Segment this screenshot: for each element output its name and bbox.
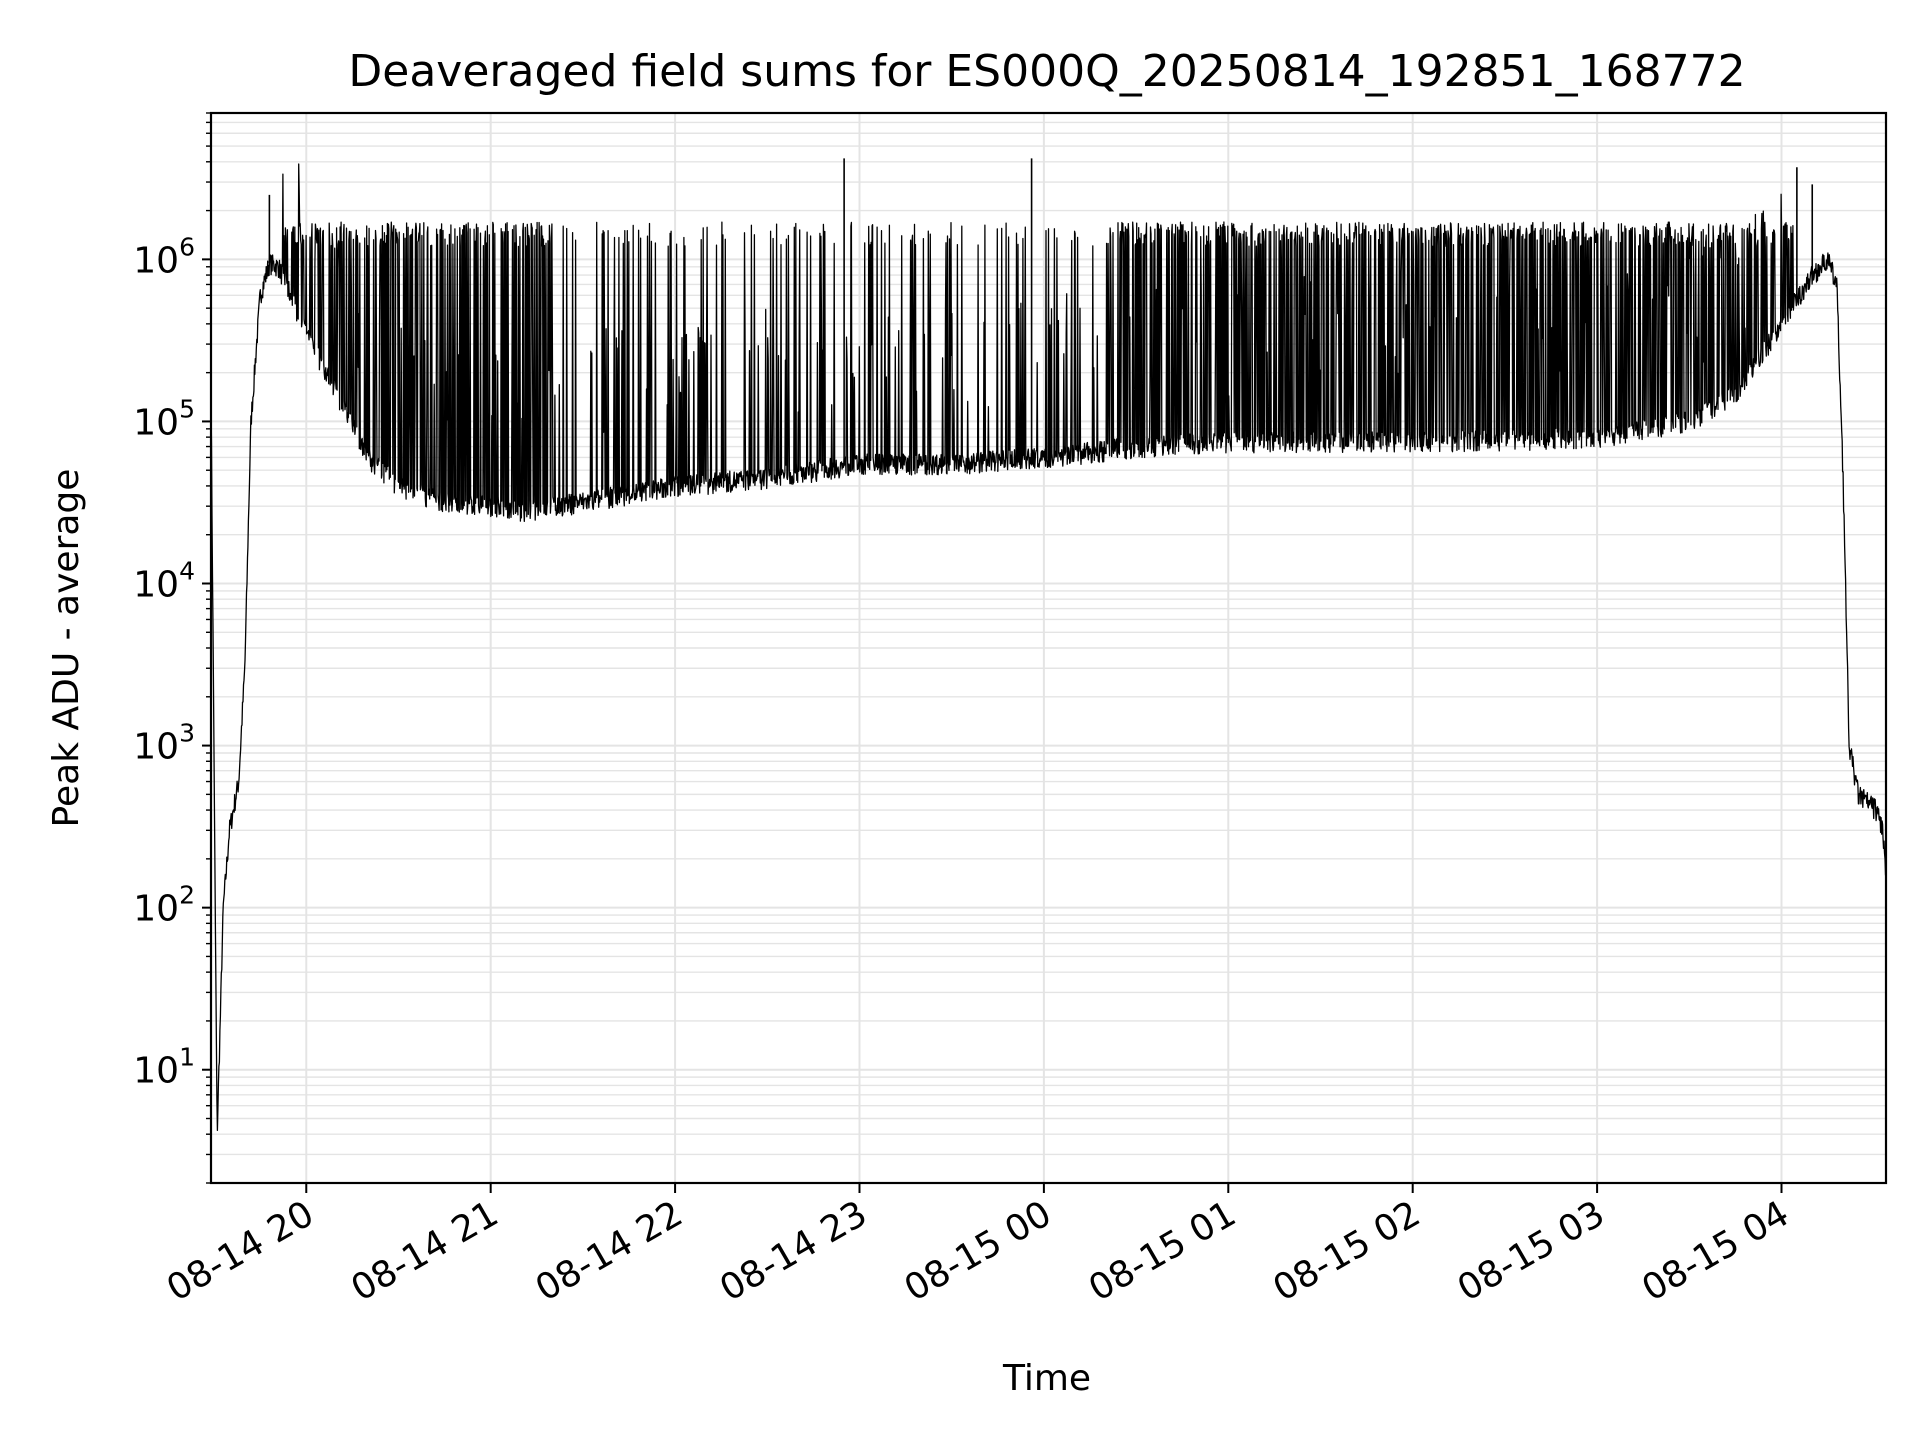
x-axis-label: Time xyxy=(1002,1358,1091,1399)
chart-title: Deaveraged field sums for ES000Q_2025081… xyxy=(348,46,1745,97)
data-layer xyxy=(210,158,1887,1132)
y-tick-label: 106 xyxy=(133,232,195,281)
y-axis-label: Peak ADU - average xyxy=(46,469,87,828)
y-tick-label: 101 xyxy=(133,1043,195,1092)
series-line xyxy=(210,163,1887,1132)
y-tick-label: 104 xyxy=(133,557,195,606)
y-tick-label: 105 xyxy=(133,394,195,443)
y-tick-label: 102 xyxy=(133,881,195,930)
y-tick-label: 103 xyxy=(133,719,195,768)
